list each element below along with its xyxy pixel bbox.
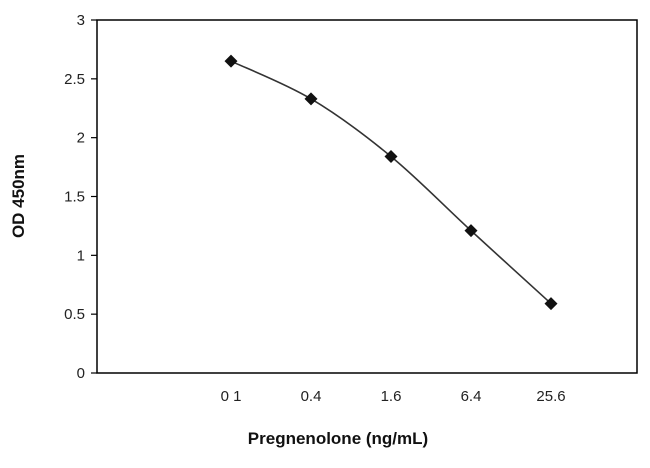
data-point-0.4 <box>304 92 318 106</box>
x-tick-label: 1.6 <box>381 388 402 405</box>
data-point-1.6 <box>384 149 398 163</box>
series-line <box>230 60 552 305</box>
y-tick-label: 0 <box>77 365 85 382</box>
x-tick-label: 25.6 <box>536 388 565 405</box>
y-tick-label: 1 <box>77 247 85 264</box>
y-tick-label: 2 <box>77 130 85 147</box>
x-tick-label: 0 1 <box>221 388 242 405</box>
x-tick-label: 0.4 <box>301 388 322 405</box>
data-markers <box>224 54 558 311</box>
data-point-6.4 <box>464 224 478 238</box>
plot-area <box>96 19 638 374</box>
data-point-0.1 <box>224 54 238 68</box>
plot-border <box>96 19 638 374</box>
x-axis: 0 1 0.4 1.6 6.4 25.6 <box>221 388 566 405</box>
x-axis-title: Pregnenolone (ng/mL) <box>248 429 428 448</box>
y-tick-label: 2.5 <box>64 71 85 88</box>
y-tick-label: 3 <box>77 12 85 29</box>
data-point-25.6 <box>544 297 558 311</box>
y-tick-label: 0.5 <box>64 306 85 323</box>
y-axis: 0 0.5 1 1.5 2 2.5 3 <box>64 12 97 382</box>
y-tick-label: 1.5 <box>64 189 85 206</box>
x-tick-label: 6.4 <box>461 388 482 405</box>
y-axis-title: OD 450nm <box>9 154 28 238</box>
